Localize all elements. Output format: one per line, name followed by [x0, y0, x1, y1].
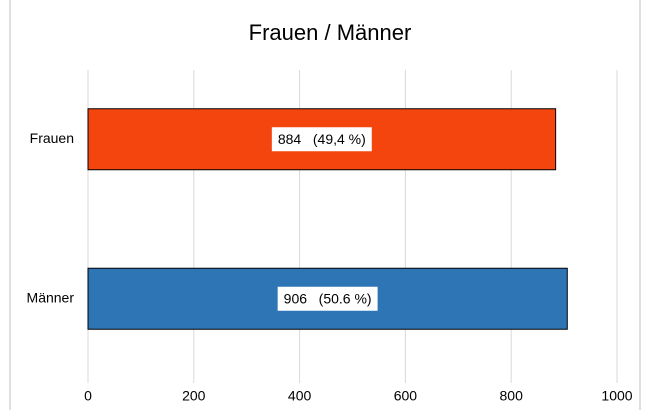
- value-label: 906 (50.6 %): [284, 290, 372, 306]
- x-tick-label: 0: [84, 388, 92, 404]
- chart-frame: [9, 0, 641, 410]
- y-tick-label: Männer: [27, 289, 75, 305]
- x-tick-label: 200: [182, 388, 206, 404]
- x-tick-label: 1000: [601, 388, 632, 404]
- chart-title: Frauen / Männer: [249, 20, 412, 45]
- x-tick-label: 400: [288, 388, 312, 404]
- value-label-box: [277, 286, 378, 311]
- y-tick-label: Frauen: [30, 130, 74, 146]
- value-label-box: [271, 127, 372, 152]
- x-tick-label: 600: [394, 388, 418, 404]
- bar: [87, 108, 557, 171]
- value-label: 884 (49,4 %): [278, 131, 366, 147]
- x-tick-label: 800: [500, 388, 524, 404]
